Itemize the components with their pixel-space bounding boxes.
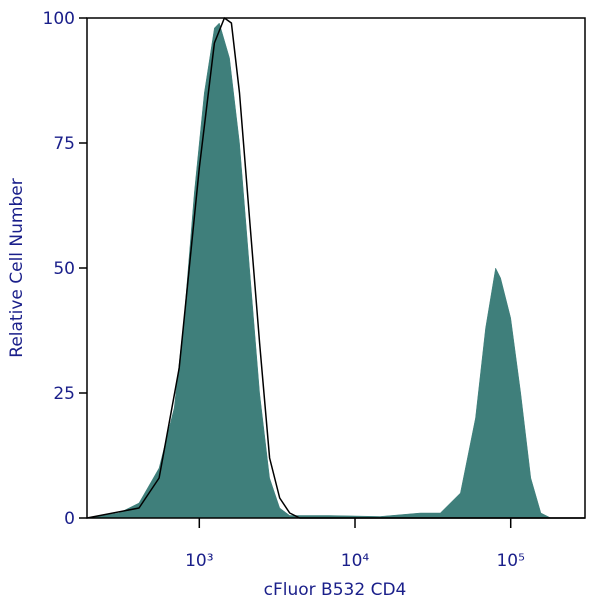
- histogram-outline: [86, 17, 585, 519]
- x-tick-label: 10³: [185, 551, 213, 571]
- x-axis-label: cFluor B532 CD4: [264, 580, 407, 600]
- y-tick-label: 75: [53, 134, 75, 154]
- y-axis-label: Relative Cell Number: [7, 178, 27, 357]
- x-tick-label: 10⁵: [496, 551, 524, 571]
- y-tick-label: 50: [53, 259, 75, 279]
- y-tick-label: 0: [64, 509, 75, 529]
- histogram-area: [86, 22, 586, 519]
- y-tick-label: 25: [53, 384, 75, 404]
- x-tick-label: 10⁴: [341, 551, 370, 571]
- y-tick-label: 100: [43, 9, 75, 29]
